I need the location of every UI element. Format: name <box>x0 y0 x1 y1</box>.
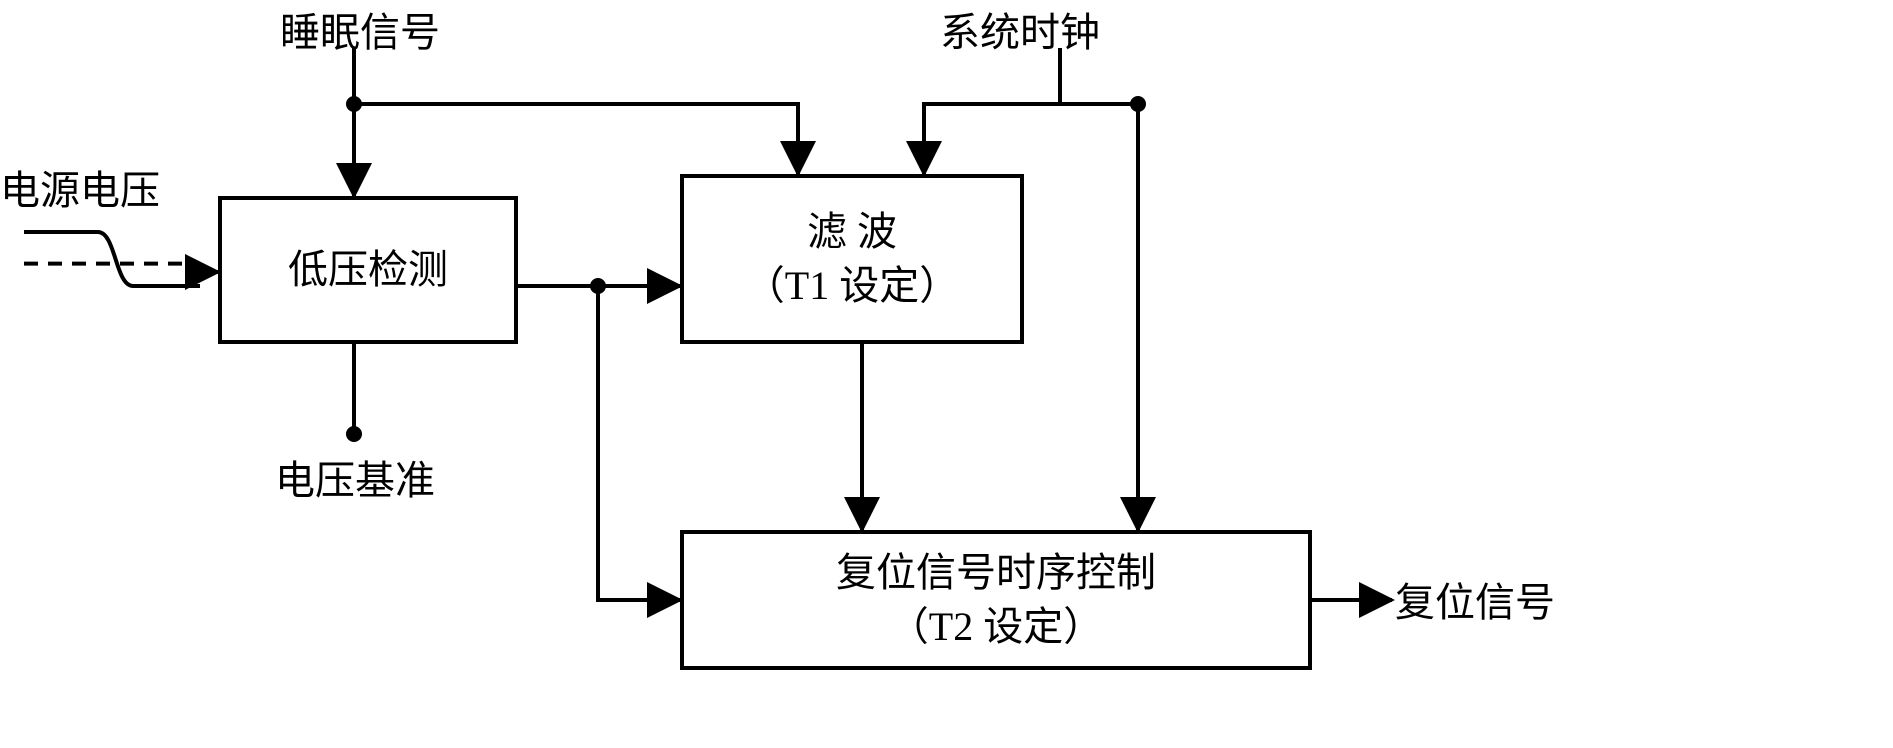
box-low-voltage-detect-line1: 低压检测 <box>288 243 448 297</box>
label-reset-signal: 复位信号 <box>1395 570 1555 628</box>
label-supply-voltage: 电源电压 <box>0 158 160 216</box>
label-voltage-ref: 电压基准 <box>275 448 435 506</box>
box-filter: 滤 波 （T1 设定） <box>680 174 1024 344</box>
box-reset-line2: （T2 设定） <box>889 600 1103 654</box>
label-sleep-signal: 睡眠信号 <box>280 0 440 58</box>
box-reset-timing-control: 复位信号时序控制 （T2 设定） <box>680 530 1312 670</box>
box-filter-line1: 滤 波 <box>807 205 897 259</box>
label-system-clock: 系统时钟 <box>940 0 1100 58</box>
box-low-voltage-detect: 低压检测 <box>218 196 518 344</box>
box-filter-line2: （T1 设定） <box>745 259 959 313</box>
box-reset-line1: 复位信号时序控制 <box>836 546 1156 600</box>
diagram-canvas: 睡眠信号 系统时钟 电源电压 电压基准 复位信号 低压检测 滤 波 （T1 设定… <box>0 0 1893 748</box>
